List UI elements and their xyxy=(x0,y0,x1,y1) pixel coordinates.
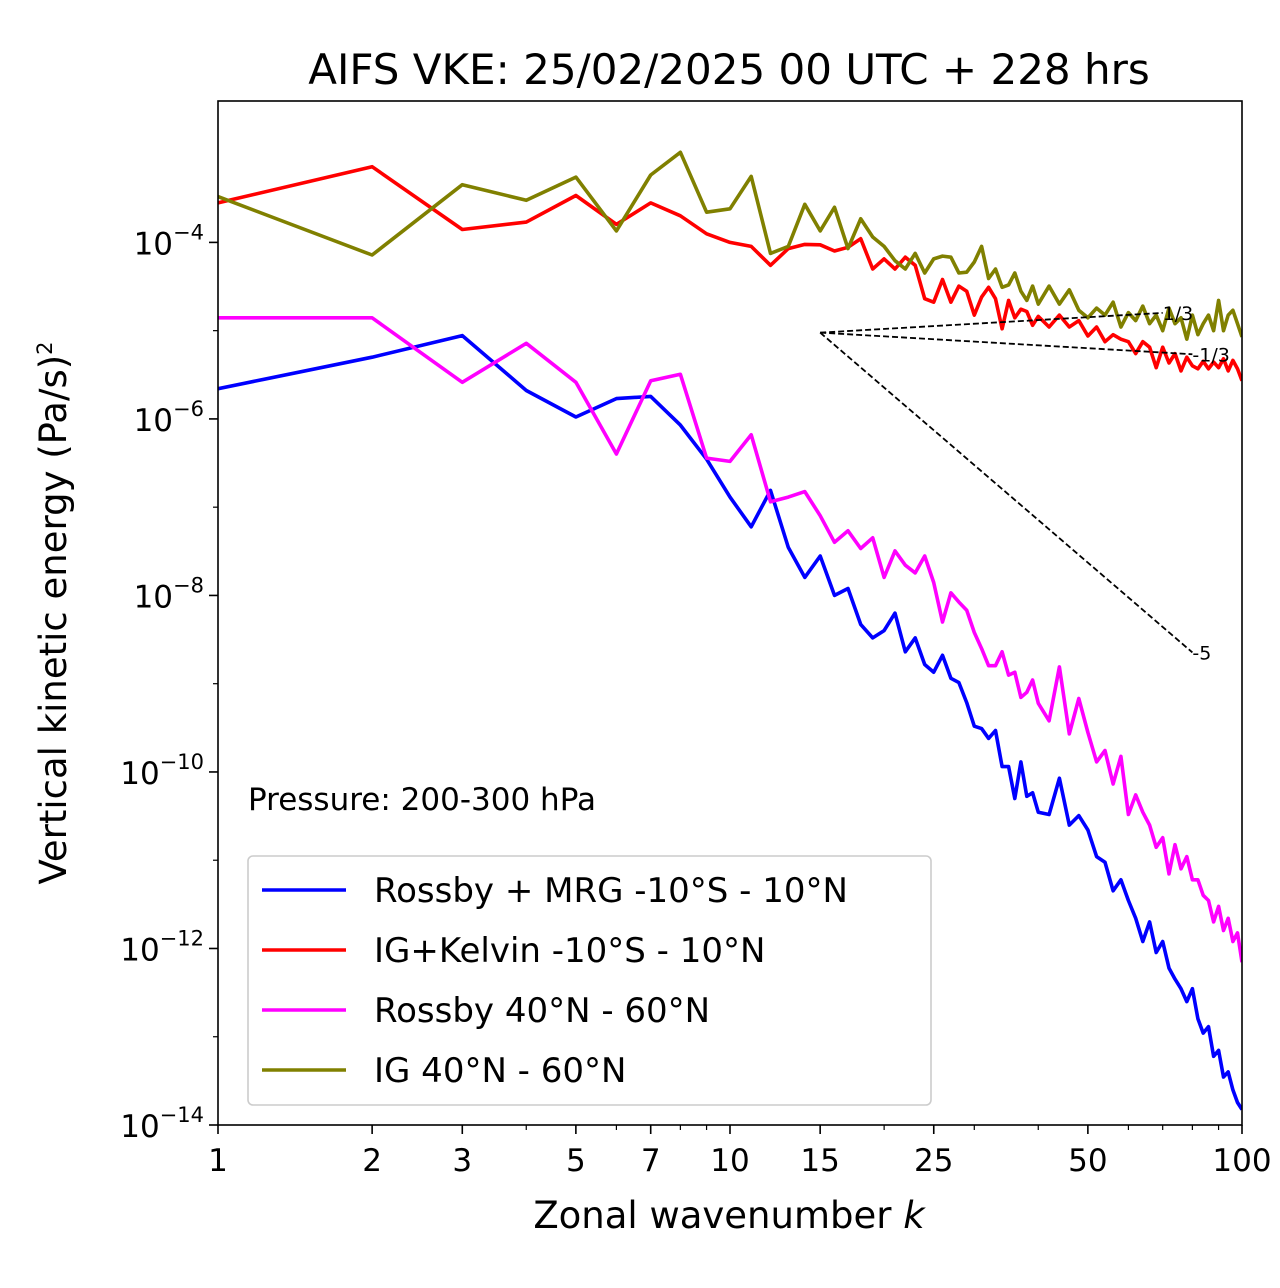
chart-title: AIFS VKE: 25/02/2025 00 UTC + 228 hrs xyxy=(308,45,1150,94)
y-axis: 10−4 10−6 10−8 10−10 10−12 10−14 xyxy=(120,220,218,1145)
series-line-2 xyxy=(218,316,1242,963)
x-axis-label-text: Zonal wavenumber xyxy=(533,1194,892,1237)
y-tick-label: 10−4 xyxy=(134,220,204,262)
x-tick-label: 2 xyxy=(362,1143,382,1179)
x-tick-label: 100 xyxy=(1212,1143,1271,1179)
series-layer xyxy=(218,150,1242,1111)
x-tick-label: 50 xyxy=(1068,1143,1107,1179)
slope-line-0 xyxy=(820,311,1163,334)
legend-label-3: IG 40°N - 60°N xyxy=(374,1051,626,1091)
x-tick-label: 15 xyxy=(800,1143,839,1179)
slope-label-2: -5 xyxy=(1192,642,1211,664)
series-line-3 xyxy=(218,150,1242,341)
series-line-1 xyxy=(218,164,1242,382)
y-tick-label: 10−14 xyxy=(120,1103,204,1145)
x-tick-label: 1 xyxy=(208,1143,228,1179)
x-tick-label: 7 xyxy=(641,1143,661,1179)
x-tick-label: 25 xyxy=(914,1143,953,1179)
y-tick-label: 10−8 xyxy=(134,573,204,615)
slope-line-1 xyxy=(820,331,1193,356)
x-tick-label: 3 xyxy=(452,1143,472,1179)
legend: Rossby + MRG -10°S - 10°N IG+Kelvin -10°S… xyxy=(247,855,932,1106)
legend-label-0: Rossby + MRG -10°S - 10°N xyxy=(374,871,848,911)
legend-box xyxy=(247,855,932,1106)
series-line-0 xyxy=(218,333,1242,1111)
slope-label-1: -1/3 xyxy=(1192,344,1229,366)
x-tick-label: 10 xyxy=(710,1143,749,1179)
y-axis-label-power: 2 xyxy=(33,341,57,354)
y-tick-label: 10−12 xyxy=(120,926,204,968)
y-axis-label-units: (Pa/s) xyxy=(32,355,75,459)
legend-items: Rossby + MRG -10°S - 10°N IG+Kelvin -10°S… xyxy=(262,871,848,1091)
y-axis-label-text: Vertical kinetic energy xyxy=(32,471,75,885)
x-tick-label: 5 xyxy=(566,1143,586,1179)
legend-label-1: IG+Kelvin -10°S - 10°N xyxy=(374,931,765,971)
y-tick-label: 10−6 xyxy=(134,397,204,439)
legend-label-2: Rossby 40°N - 60°N xyxy=(374,991,710,1031)
x-axis-label-var: k xyxy=(903,1194,926,1237)
y-tick-label: 10−10 xyxy=(120,750,204,792)
slope-label-0: 1/3 xyxy=(1163,303,1194,325)
x-axis: 1 2 3 5 7 10 15 25 50 100 xyxy=(208,1125,1272,1179)
y-axis-label: Vertical kinetic energy (Pa/s)2 xyxy=(32,341,75,884)
x-axis-label: Zonal wavenumber k xyxy=(533,1194,926,1237)
reference-slopes: 1/3 -1/3 -5 xyxy=(819,303,1230,664)
pressure-annotation: Pressure: 200-300 hPa xyxy=(248,782,596,818)
slope-line-2 xyxy=(819,331,1193,654)
